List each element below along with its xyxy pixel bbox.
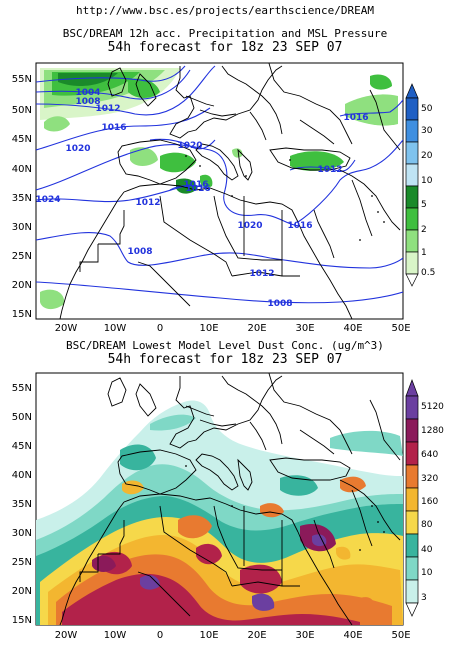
isobar-label: 1016	[287, 221, 312, 231]
lat-label: 45N	[12, 441, 32, 452]
lat-label: 35N	[12, 499, 32, 510]
coastlines-borders-map2	[59, 373, 401, 625]
colorbar-label: 3	[421, 593, 427, 603]
isobar-label: 1008	[267, 299, 292, 309]
lon-label: 50E	[391, 630, 410, 641]
lon-label: 30E	[295, 323, 314, 334]
colorbar-label: 10	[421, 176, 433, 186]
colorbar-label: 40	[421, 545, 433, 555]
isobar-label: 1016	[185, 184, 210, 194]
colorbar-label: 320	[421, 474, 438, 484]
lon-label: 10W	[104, 630, 127, 641]
lon-label: 20W	[55, 630, 78, 641]
colorbar-label: 20	[421, 151, 433, 161]
map1-frame	[35, 62, 404, 320]
lon-label: 0	[157, 630, 163, 641]
lon-label: 40E	[343, 630, 362, 641]
lon-label: 10E	[199, 323, 218, 334]
lat-label: 20N	[12, 280, 32, 291]
colorbar-label: 80	[421, 520, 433, 530]
lon-label: 30E	[295, 630, 314, 641]
isobar-label: 1012	[135, 198, 160, 208]
lon-label: 20E	[247, 630, 266, 641]
lat-label: 40N	[12, 470, 32, 481]
map2-colorbar-labels: 5120 1280 640 320 160 80 40 10 3	[421, 402, 444, 603]
isobar-label: 1016	[343, 113, 368, 123]
lat-label: 30N	[12, 222, 32, 233]
lat-label: 45N	[12, 134, 32, 145]
colorbar-label: 5	[421, 200, 427, 210]
map1-subtitle: 54h forecast for 18z 23 SEP 07	[107, 40, 343, 55]
lon-label: 10W	[104, 323, 127, 334]
isobar-label: 1012	[317, 165, 342, 175]
map2-lat-axis: 55N 50N 45N 40N 35N 30N 25N 20N 15N	[12, 383, 32, 626]
dust-concentration-fill	[36, 400, 403, 625]
lat-label: 15N	[12, 615, 32, 626]
lat-label: 25N	[12, 251, 32, 262]
isobar-label: 1012	[249, 269, 274, 279]
map1-colorbar	[405, 83, 419, 287]
map2-frame	[35, 372, 404, 626]
colorbar-label: 5120	[421, 402, 444, 412]
colorbar-label: 1280	[421, 426, 444, 436]
isobar-label: 1004	[75, 88, 100, 98]
colorbar-label: 0.5	[421, 268, 435, 278]
map1-colorbar-labels: 50 30 20 10 5 2 1 0.5	[421, 104, 435, 278]
lat-label: 50N	[12, 412, 32, 423]
lat-label: 40N	[12, 164, 32, 175]
lat-label: 50N	[12, 105, 32, 116]
isobar-label: 1016	[183, 180, 208, 190]
map1-lat-axis: 55N 50N 45N 40N 35N 30N 25N 20N 15N	[12, 74, 32, 320]
map2-title: BSC/DREAM Lowest Model Level Dust Conc. …	[66, 339, 384, 352]
lon-label: 20W	[55, 323, 78, 334]
colorbar-label: 50	[421, 104, 433, 114]
isobar-label: 1020	[177, 141, 202, 151]
colorbar-label: 30	[421, 126, 433, 136]
lon-label: 50E	[391, 323, 410, 334]
lat-label: 55N	[12, 74, 32, 85]
lon-label: 40E	[343, 323, 362, 334]
lat-label: 30N	[12, 528, 32, 539]
lon-label: 20E	[247, 323, 266, 334]
coastlines-borders	[59, 63, 401, 319]
lat-label: 20N	[12, 586, 32, 597]
map1-lon-axis: 20W 10W 0 10E 20E 30E 40E 50E	[55, 323, 411, 334]
colorbar-label: 10	[421, 568, 433, 578]
colorbar-label: 1	[421, 248, 427, 258]
colorbar-label: 160	[421, 497, 438, 507]
map2-lon-axis: 20W 10W 0 10E 20E 30E 40E 50E	[55, 630, 411, 641]
map2-colorbar	[405, 379, 419, 617]
isobar-label: 1008	[127, 247, 152, 257]
isobar-label: 1008	[75, 97, 100, 107]
isobar-labels: 1004 1008 1012 1016 1020 1020 1024 1012 …	[35, 88, 369, 309]
colorbar-label: 640	[421, 450, 438, 460]
isobar-label: 1012	[95, 104, 120, 114]
isobar-label: 1020	[237, 221, 262, 231]
lat-label: 35N	[12, 193, 32, 204]
isobar-label: 1020	[65, 144, 90, 154]
precipitation-areas	[40, 68, 398, 310]
lon-label: 0	[157, 323, 163, 334]
isobars	[36, 65, 403, 304]
source-url: http://www.bsc.es/projects/earthscience/…	[75, 4, 374, 17]
lat-label: 25N	[12, 557, 32, 568]
map2-subtitle: 54h forecast for 18z 23 SEP 07	[107, 352, 343, 367]
lat-label: 15N	[12, 309, 32, 320]
lat-label: 55N	[12, 383, 32, 394]
isobar-label: 1024	[35, 195, 60, 205]
isobar-label: 1016	[101, 123, 126, 133]
map1-title: BSC/DREAM 12h acc. Precipitation and MSL…	[62, 27, 388, 40]
lon-label: 10E	[199, 630, 218, 641]
colorbar-label: 2	[421, 225, 427, 235]
